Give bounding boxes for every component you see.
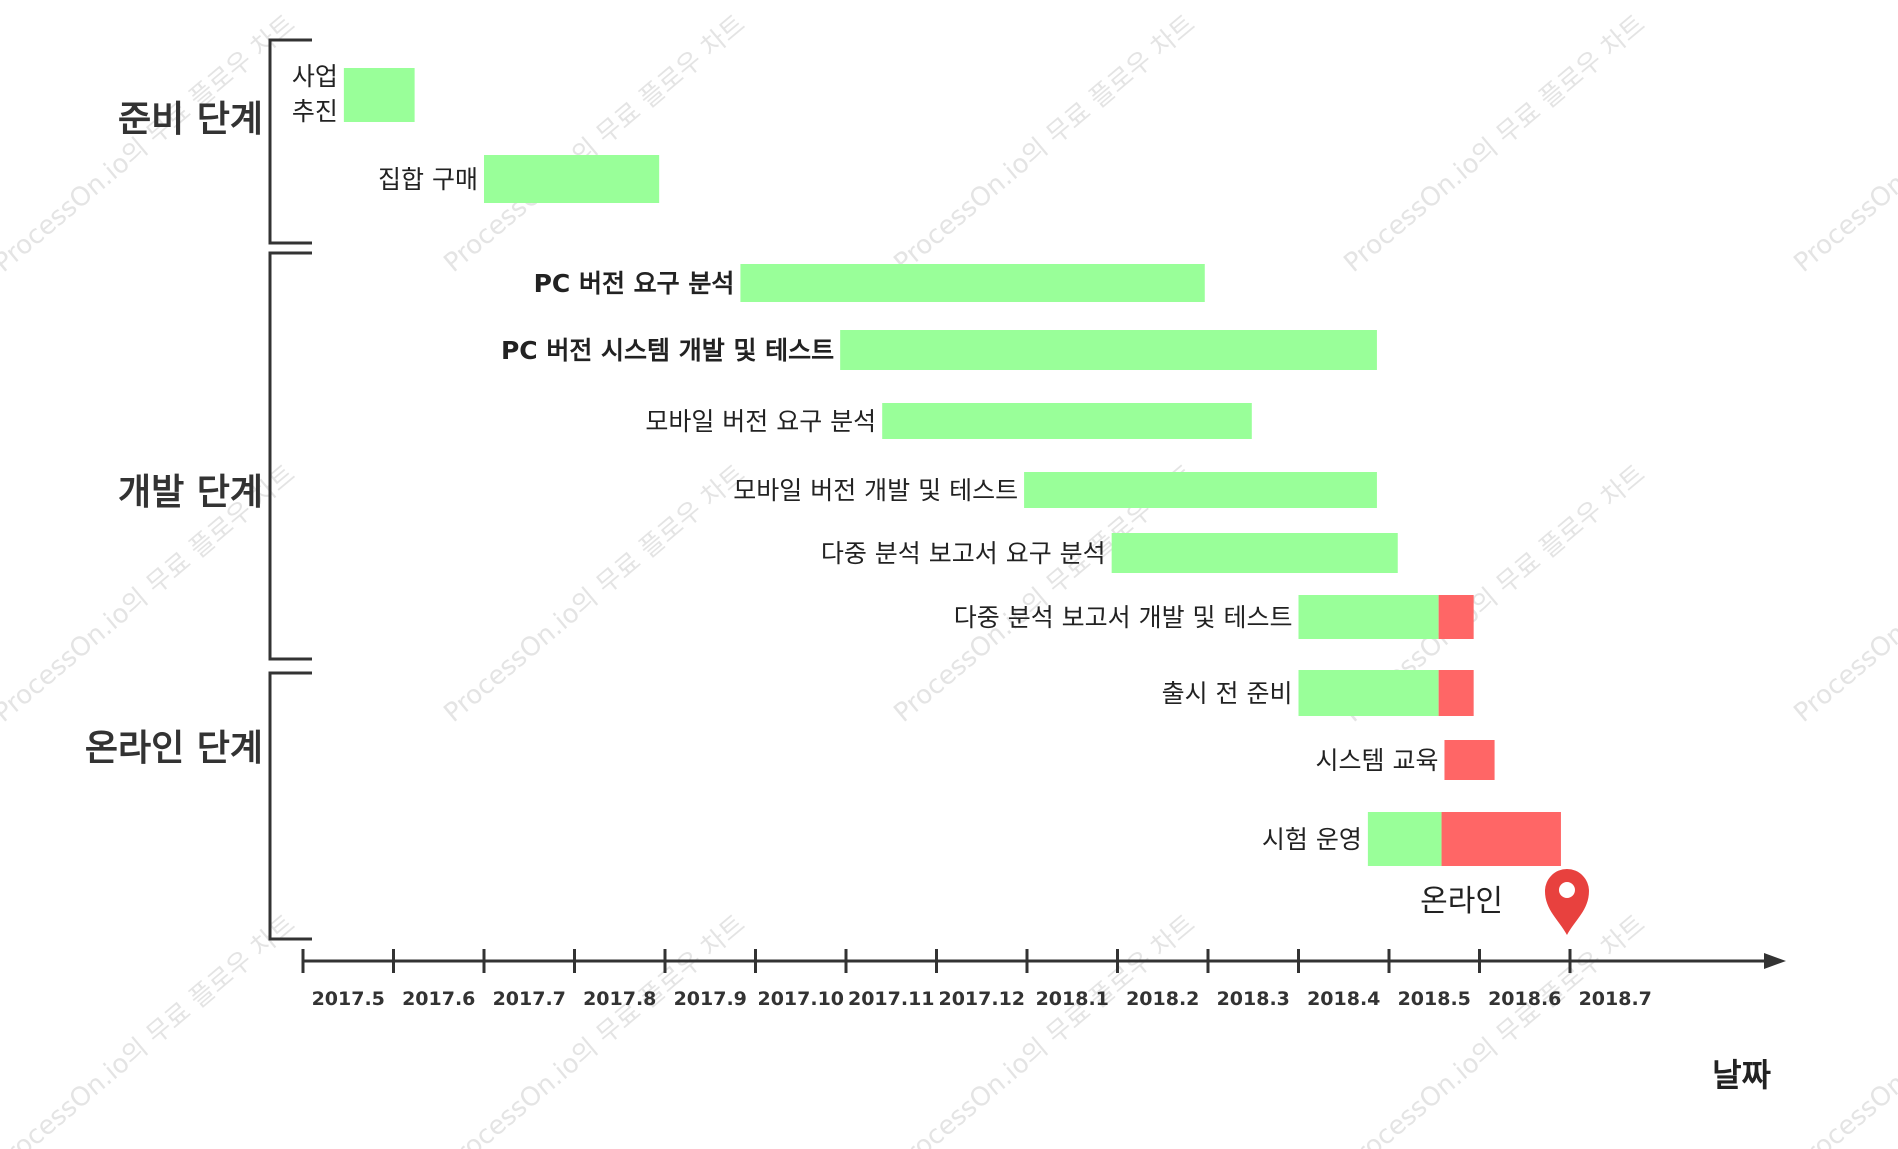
x-tick-label: 2017.11 [848,988,935,1010]
task-bar-done [840,330,1377,370]
task-bars [343,68,1561,866]
phase-bracket [268,671,312,941]
task-label: PC 버전 시스템 개발 및 테스트 [501,336,834,365]
task-label: 시스템 교육 [1316,746,1439,775]
task-bar-done [484,155,660,203]
milestone-label: 온라인 [1420,884,1503,919]
x-axis-label: 날짜 [1712,1056,1771,1094]
task-label: 시험 운영 [1262,825,1362,854]
task-bar-remaining [1441,812,1561,866]
task-bar-remaining [1438,595,1474,639]
x-tick-label: 2018.7 [1579,988,1652,1010]
watermark-text: ProcessOn.io의 무료 플로우 차트 [0,9,301,278]
task-bar-done [1111,533,1398,573]
task-label: 집합 구매 [378,165,478,194]
watermark-layer: ProcessOn.io의 무료 플로우 차트 ProcessOn.io의 무료 … [0,9,1898,1149]
x-axis-arrow [1764,953,1786,969]
x-tick-label: 2017.12 [938,988,1025,1010]
task-bar-done [1298,670,1439,716]
watermark-text: ProcessOn.io의 무료 플로우 차트 [1338,909,1651,1149]
phase-brackets [268,38,312,941]
watermark-text: ProcessOn.io의 무료 플로우 차트 [1788,459,1898,728]
task-bar-done [1024,472,1377,508]
x-tick-label: 2017.6 [402,988,475,1010]
milestone-marker: 온라인 [1420,869,1589,935]
x-tick-label: 2018.4 [1307,988,1380,1010]
x-tick-label: 2017.10 [757,988,844,1010]
watermark-text: ProcessOn.io의 무료 플로우 차트 [1788,909,1898,1149]
task-label: 출시 전 준비 [1162,679,1293,708]
task-label-line: 사업 [292,62,338,91]
x-tick-label: 2017.8 [583,988,656,1010]
task-label: PC 버전 요구 분석 [534,269,735,298]
watermark-text: ProcessOn.io의 무료 플로우 차트 [438,459,751,728]
x-tick-label: 2017.9 [674,988,747,1010]
task-bar-remaining [1438,670,1474,716]
phase-label: 개발 단계 [118,472,263,513]
x-tick-label: 2018.6 [1488,988,1561,1010]
phase-label: 준비 단계 [118,99,263,140]
phase-bracket [268,251,312,661]
phase-label: 온라인 단계 [85,728,263,769]
x-tick-label: 2017.5 [312,988,385,1010]
watermark-text: ProcessOn.io의 무료 플로우 차트 [888,909,1201,1149]
pin-hole [1558,882,1575,898]
x-tick-label: 2018.1 [1036,988,1109,1010]
watermark-text: ProcessOn.io의 무료 플로우 차트 [1788,9,1898,278]
task-bar-done [740,264,1205,302]
watermark-text: ProcessOn.io의 무료 플로우 차트 [888,9,1201,278]
task-bar-remaining [1444,740,1495,780]
task-bar-done [343,68,415,122]
task-bar-done [882,403,1252,439]
x-tick-label: 2018.2 [1126,988,1199,1010]
task-label: 모바일 버전 요구 분석 [645,407,876,436]
x-axis: 2017.5 2017.6 2017.7 2017.8 2017.9 2017.10 201… [301,949,1786,1094]
task-label: 모바일 버전 개발 및 테스트 [733,476,1018,505]
task-label: 다중 분석 보고서 요구 분석 [821,539,1106,568]
task-bar-done [1298,595,1439,639]
location-pin-icon [1544,869,1589,935]
watermark-text: ProcessOn.io의 무료 플로우 차트 [438,9,751,278]
task-label-line: 추진 [292,97,338,126]
watermark-text: ProcessOn.io의 무료 플로우 차트 [1338,9,1651,278]
x-tick-label: 2018.3 [1217,988,1290,1010]
task-label: 다중 분석 보고서 개발 및 테스트 [954,603,1293,632]
task-bar-done [1367,812,1442,866]
phase-bracket [268,38,312,245]
x-tick-label: 2017.7 [493,988,566,1010]
x-tick-label: 2018.5 [1398,988,1471,1010]
watermark-text: ProcessOn.io의 무료 플로우 차트 [438,909,751,1149]
watermark-text: ProcessOn.io의 무료 플로우 차트 [0,909,301,1149]
